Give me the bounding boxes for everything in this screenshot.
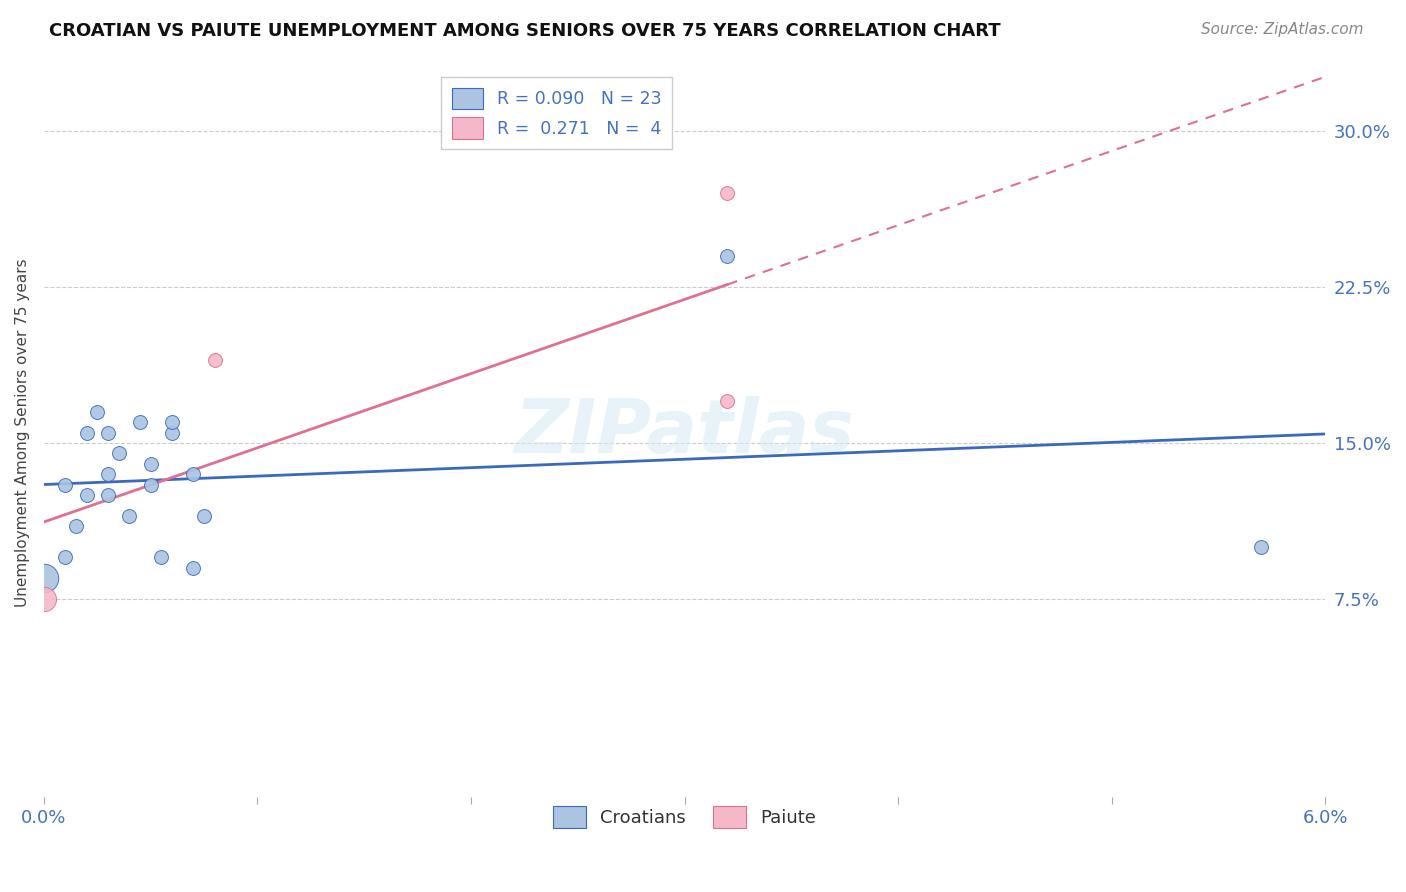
Point: [183, 561, 205, 575]
Point: [139, 477, 162, 491]
Point: [65, 519, 87, 533]
Point: [97, 488, 120, 502]
Point: [32, 571, 55, 585]
Point: [53, 477, 76, 491]
Point: [76, 425, 98, 440]
Point: [76, 488, 98, 502]
Point: [86, 405, 108, 419]
Point: [53, 550, 76, 565]
Point: [129, 415, 152, 429]
Point: [160, 415, 183, 429]
Point: [204, 352, 226, 367]
Text: CROATIAN VS PAIUTE UNEMPLOYMENT AMONG SENIORS OVER 75 YEARS CORRELATION CHART: CROATIAN VS PAIUTE UNEMPLOYMENT AMONG SE…: [49, 22, 1001, 40]
Text: ZIPatlas: ZIPatlas: [515, 396, 855, 469]
Point: [193, 508, 215, 523]
Point: [97, 425, 120, 440]
Point: [716, 186, 738, 201]
Point: [183, 467, 205, 482]
Point: [160, 425, 183, 440]
Point: [1250, 540, 1272, 554]
Point: [118, 508, 141, 523]
Point: [139, 457, 162, 471]
Legend: Croatians, Paiute: Croatians, Paiute: [546, 798, 823, 835]
Y-axis label: Unemployment Among Seniors over 75 years: Unemployment Among Seniors over 75 years: [15, 259, 30, 607]
Point: [150, 550, 173, 565]
Point: [716, 249, 738, 263]
Point: [32, 592, 55, 607]
Text: Source: ZipAtlas.com: Source: ZipAtlas.com: [1201, 22, 1364, 37]
Point: [716, 394, 738, 409]
Point: [107, 446, 129, 460]
Point: [97, 467, 120, 482]
